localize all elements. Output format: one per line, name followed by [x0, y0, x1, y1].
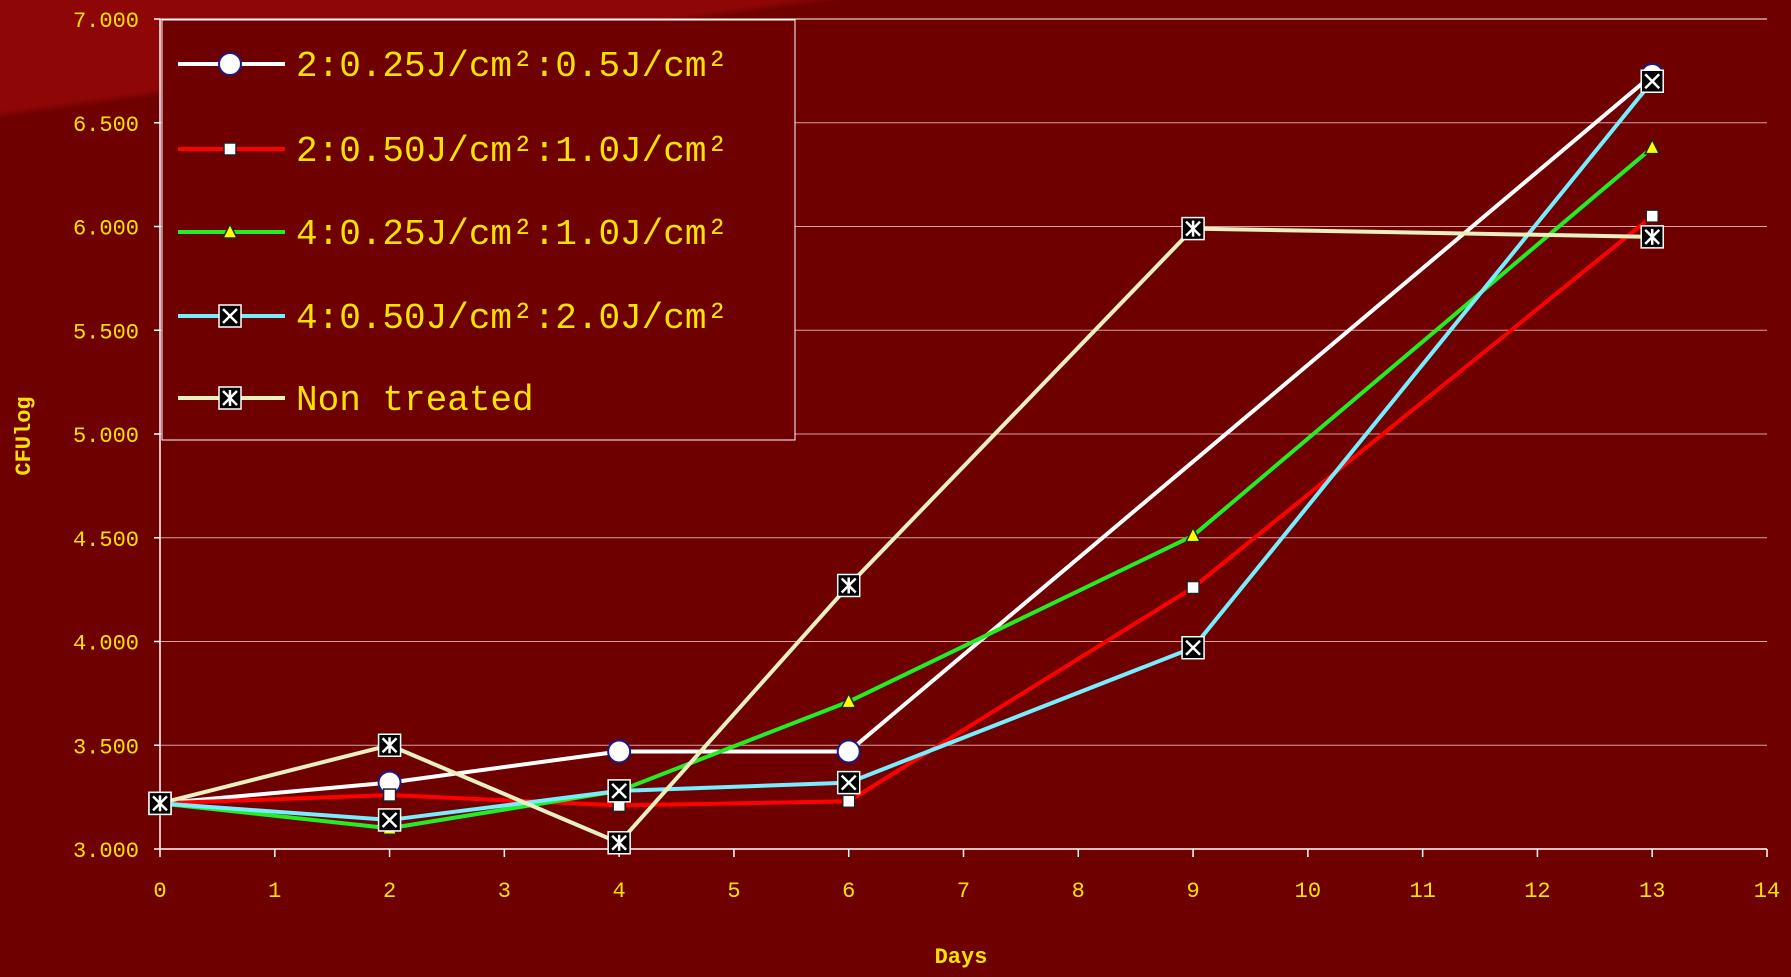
data-point-s5 — [377, 733, 402, 757]
data-point-s1 — [836, 739, 861, 764]
circle-marker — [836, 739, 861, 764]
triangle-marker — [1184, 525, 1202, 543]
data-point-s5 — [148, 791, 172, 816]
x-tick-label: 3 — [498, 879, 511, 904]
data-point-s2 — [1186, 580, 1200, 595]
y-tick-label: 4.500 — [73, 528, 139, 553]
data-point-s2 — [841, 794, 856, 809]
y-tick-label: 7.000 — [73, 9, 139, 34]
data-point-s4 — [607, 779, 631, 803]
triangle-marker — [1644, 137, 1661, 155]
square-marker — [841, 794, 856, 809]
data-point-s5 — [1181, 216, 1205, 241]
x-tick-label: 6 — [842, 879, 855, 904]
circle-marker — [218, 52, 242, 76]
legend-label-s3: 4:0.25J/cm²:1.0J/cm² — [296, 214, 728, 255]
triangle-marker — [840, 691, 857, 709]
x-stroke — [611, 783, 628, 799]
x-stroke — [840, 774, 857, 791]
x-tick-label: 13 — [1639, 879, 1665, 904]
y-tick-label: 5.000 — [73, 424, 139, 449]
x-tick-label: 2 — [383, 879, 396, 904]
x-tick-label: 11 — [1409, 879, 1435, 904]
square-marker — [1645, 209, 1659, 223]
legend-marker-s1 — [218, 52, 242, 76]
x-tick-label: 8 — [1072, 879, 1085, 904]
series-lines — [159, 73, 1654, 845]
series-line-3 — [159, 146, 1654, 831]
legend-label-s1: 2:0.25J/cm²:0.5J/cm² — [296, 46, 728, 87]
legend-marker-s5 — [218, 386, 242, 410]
data-point-s3 — [1644, 137, 1661, 155]
axes: 3.000 3.500 4.000 4.500 5.000 5.500 6.000 6.500… — [73, 9, 1780, 904]
x-tick-label: 14 — [1754, 879, 1780, 904]
x-tick-label: 4 — [613, 879, 626, 904]
data-point-s2 — [382, 788, 397, 802]
data-point-s4 — [1640, 69, 1664, 93]
x-tick-label: 7 — [957, 879, 970, 904]
y-tick-label: 5.500 — [73, 320, 139, 345]
data-point-s5 — [607, 831, 631, 855]
y-axis-title: CFUlog — [12, 396, 37, 475]
legend-label-s5: Non treated — [296, 380, 534, 421]
x-tick-label: 9 — [1186, 879, 1199, 904]
y-tick-label: 3.500 — [73, 735, 139, 760]
x-tick-label: 12 — [1524, 879, 1550, 904]
legend-label-s4: 4:0.50J/cm²:2.0J/cm² — [296, 298, 728, 339]
square-marker — [382, 788, 397, 802]
square-marker — [1186, 580, 1200, 595]
y-tick-label: 6.500 — [73, 113, 139, 138]
data-point-s4 — [377, 808, 402, 832]
legend: 2:0.25J/cm²:0.5J/cm² 2:0.50J/cm²:1.0J/cm²… — [161, 19, 796, 441]
y-tick-label: 3.000 — [73, 839, 139, 864]
series-line-5 — [159, 226, 1653, 845]
legend-marker-s2 — [223, 142, 237, 156]
square-marker — [223, 142, 237, 156]
x-stroke — [381, 812, 398, 828]
data-point-s4 — [836, 770, 861, 795]
legend-marker-s3 — [221, 222, 239, 239]
x-stroke — [222, 308, 238, 324]
data-points — [148, 63, 1665, 855]
y-tick-label: 4.000 — [73, 632, 139, 657]
y-tick-label: 6.000 — [73, 217, 139, 242]
data-point-s5 — [1640, 225, 1664, 249]
legend-marker-s4 — [218, 304, 242, 328]
data-point-s3 — [1184, 525, 1202, 543]
series-line-2 — [159, 214, 1654, 808]
x-stroke — [1185, 639, 1201, 656]
data-point-s1 — [607, 739, 632, 764]
data-point-s5 — [836, 573, 861, 598]
x-axis-title: Days — [935, 945, 988, 970]
x-tick-label: 1 — [268, 879, 281, 904]
x-stroke — [1644, 73, 1661, 90]
data-point-s3 — [840, 691, 857, 709]
x-tick-label: 10 — [1295, 879, 1321, 904]
data-point-s4 — [1181, 635, 1205, 660]
circle-marker — [607, 739, 632, 764]
series-line-4 — [159, 79, 1654, 822]
data-point-s2 — [1645, 209, 1659, 223]
x-tick-label: 5 — [727, 879, 740, 904]
legend-label-s2: 2:0.50J/cm²:1.0J/cm² — [296, 131, 728, 172]
triangle-marker — [221, 222, 239, 239]
x-tick-label: 0 — [153, 879, 166, 904]
